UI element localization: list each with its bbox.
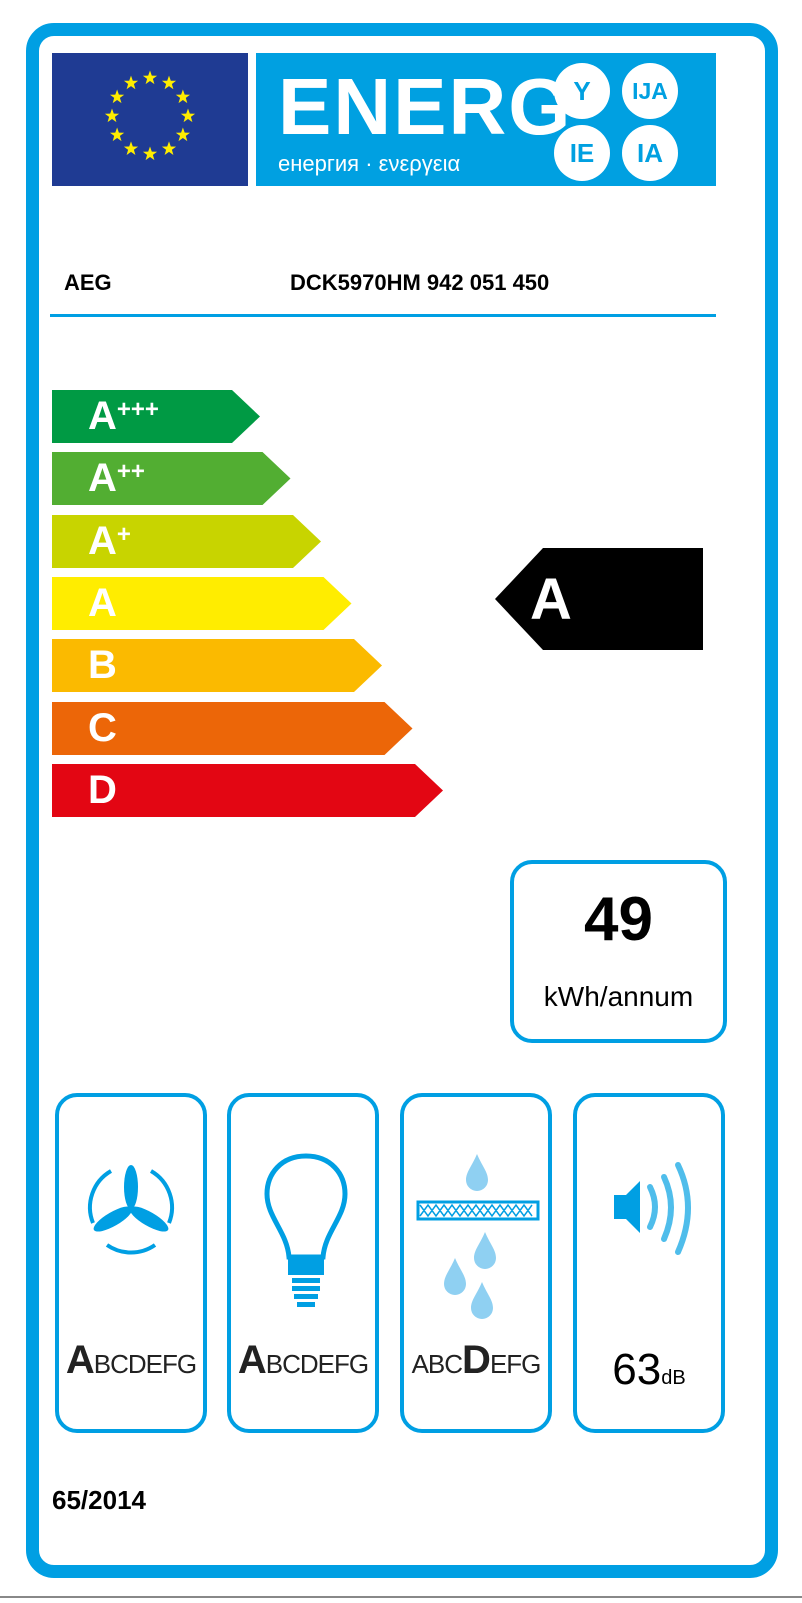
energy-subtitle: енергия · ενεργεια: [278, 151, 461, 176]
star-icon: [123, 141, 139, 155]
suffix-ie: IE: [554, 125, 610, 181]
model-id: DCK5970HM 942 051 450: [290, 270, 550, 295]
grade-letter: B: [93, 1349, 111, 1379]
star-icon: [142, 70, 158, 85]
label-frame: [26, 23, 778, 1578]
grade-letter: A: [411, 1349, 429, 1379]
star-icon: [175, 127, 190, 142]
star-icon: [180, 108, 196, 123]
noise-level: 63dB: [573, 1345, 725, 1403]
scale-bar-label: B: [88, 643, 117, 688]
scale-bar-1: A++: [52, 452, 293, 506]
energy-word: ENERG: [278, 62, 573, 151]
divider: [50, 314, 716, 317]
scale-bar-label: A+++: [88, 394, 159, 438]
scale-bar-label: C: [88, 705, 117, 750]
star-icon: [161, 75, 177, 90]
grade-letter: G: [176, 1349, 197, 1379]
star-icon: [175, 89, 190, 104]
star-icon: [142, 146, 158, 161]
grade-selected: A: [237, 1338, 267, 1382]
scale-bar-label: A++: [88, 456, 145, 501]
grade-letter: E: [489, 1349, 507, 1379]
suffix-y: Y: [554, 63, 610, 119]
scale-bar-2: A+: [52, 514, 323, 568]
speaker-noise-icon: [614, 1162, 691, 1255]
scale-bar-label: A: [88, 580, 117, 625]
fan-icon: [88, 1165, 174, 1255]
grade-letter: B: [265, 1349, 283, 1379]
light-bulb-icon: [264, 1153, 348, 1307]
grade-letter: C: [110, 1349, 129, 1379]
star-icon: [123, 75, 139, 90]
star-icon: [104, 108, 120, 123]
scale-bar-label: D: [88, 767, 117, 812]
consumption-box: [510, 860, 727, 1043]
suffix-ija: IJA: [622, 63, 678, 119]
grease-filter-icon: [416, 1154, 540, 1319]
grade-letter: G: [348, 1349, 369, 1379]
noise-value: 63: [612, 1345, 662, 1394]
fluid-efficiency-grade: ABCDEFG: [55, 1340, 207, 1384]
scale-bar-5: C: [52, 701, 415, 755]
scale-bar-4: B: [52, 639, 384, 693]
suffix-ia: IA: [622, 125, 678, 181]
grade-letter: E: [145, 1349, 163, 1379]
brand-name: AEG: [64, 270, 112, 295]
consumption-value: 49: [584, 885, 653, 954]
consumption-unit: kWh/annum: [543, 981, 694, 1012]
bottom-edge: [0, 1596, 802, 1598]
star-icon: [161, 141, 177, 155]
grade-letter: F: [506, 1349, 522, 1379]
grade-letter: E: [317, 1349, 335, 1379]
grade-selected: D: [462, 1338, 491, 1382]
scale-bar-label: A+: [88, 518, 131, 563]
grade-letter: C: [282, 1349, 301, 1379]
rating-arrow: [495, 548, 703, 650]
scale-bar-0: A+++: [52, 390, 262, 443]
eu-flag-icon: [52, 53, 248, 186]
grade-letter: D: [127, 1349, 147, 1379]
grade-selected: A: [65, 1338, 95, 1382]
grade-letter: C: [444, 1349, 463, 1379]
scale-bar-3: A: [52, 576, 354, 630]
lighting-efficiency-grade: ABCDEFG: [227, 1340, 379, 1384]
scale-bar-6: D: [52, 763, 445, 817]
noise-box: [573, 1093, 725, 1433]
star-icon: [110, 89, 125, 104]
noise-unit: dB: [661, 1367, 686, 1389]
lighting-efficiency-box: [227, 1093, 379, 1433]
grade-letter: F: [162, 1349, 178, 1379]
grade-letter: B: [427, 1349, 445, 1379]
grade-letter: F: [334, 1349, 350, 1379]
regulation-number: 65/2014: [52, 1485, 146, 1515]
grease-filtering-box: [400, 1093, 552, 1433]
energy-banner: ENERG енергия · ενεργεια Y IJA IE IA: [256, 53, 716, 186]
grade-letter: G: [521, 1349, 541, 1379]
rating-class: A: [530, 567, 572, 632]
grade-letter: D: [299, 1349, 319, 1379]
fluid-efficiency-box: [55, 1093, 207, 1433]
star-icon: [110, 127, 125, 142]
grease-filtering-grade: ABCDEFG: [400, 1340, 552, 1384]
